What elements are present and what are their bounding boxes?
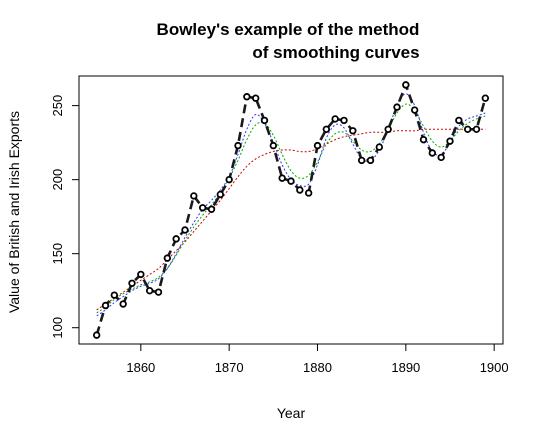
series-line-smooth-red [96, 128, 486, 311]
data-point [313, 141, 322, 150]
y-tick-label: 150 [50, 243, 65, 265]
x-axis-label: Year [277, 405, 306, 421]
data-point [455, 116, 463, 125]
data-point [251, 94, 260, 102]
series-line-smooth-blue [96, 93, 486, 317]
data-point [446, 137, 454, 145]
y-axis-label: Value of British and Irish Exports [6, 111, 22, 313]
data-point [349, 127, 357, 135]
data-point [340, 116, 348, 125]
data-point [322, 125, 331, 134]
x-tick-label: 1890 [391, 360, 420, 375]
data-point [119, 300, 127, 308]
series-line-smooth-green [96, 103, 486, 314]
data-point [296, 186, 304, 194]
data-point [269, 141, 278, 150]
data-point [154, 288, 163, 296]
y-tick-label: 200 [50, 169, 65, 191]
data-point [225, 175, 233, 184]
x-tick-label: 1880 [303, 360, 332, 375]
plot-frame [78, 75, 504, 345]
series-line-exports [95, 81, 487, 336]
data-point [419, 135, 428, 144]
data-point [181, 226, 189, 234]
data-point [92, 331, 101, 339]
data-point [331, 115, 339, 123]
data-point [287, 177, 295, 185]
data-point [198, 204, 207, 212]
data-point [234, 141, 242, 150]
data-point [207, 205, 216, 213]
data-point [402, 81, 410, 89]
data-point [410, 106, 419, 114]
data-point [463, 125, 472, 134]
chart-title-line2: of smoothing curves [252, 43, 419, 62]
y-axis: 100 150 200 250 [50, 95, 79, 339]
y-tick-label: 100 [50, 317, 65, 339]
data-point [128, 279, 136, 287]
series-layer [95, 81, 487, 336]
data-point [101, 301, 110, 310]
data-point [243, 93, 251, 101]
data-point [216, 190, 225, 199]
x-tick-label: 1860 [126, 360, 155, 375]
data-point [110, 291, 119, 299]
data-point [260, 116, 269, 125]
data-point [437, 153, 445, 162]
data-point [393, 103, 401, 111]
data-point [375, 143, 384, 151]
y-tick-label: 250 [50, 95, 65, 117]
x-axis: 1860 1870 1880 1890 1900 [126, 344, 509, 375]
data-point [137, 270, 145, 279]
data-point [304, 189, 313, 197]
data-point [190, 192, 198, 200]
data-point [481, 94, 490, 102]
data-point [163, 254, 172, 262]
data-point [428, 149, 437, 157]
data-point [278, 174, 286, 182]
chart-title-line1: Bowley's example of the method [157, 20, 420, 39]
x-tick-label: 1900 [480, 360, 509, 375]
data-point [384, 125, 392, 134]
data-point [472, 125, 481, 134]
data-point [145, 286, 154, 295]
x-tick-label: 1870 [215, 360, 244, 375]
points-layer [92, 81, 490, 339]
data-point [366, 156, 375, 165]
data-point [172, 235, 180, 243]
data-point [357, 156, 366, 165]
